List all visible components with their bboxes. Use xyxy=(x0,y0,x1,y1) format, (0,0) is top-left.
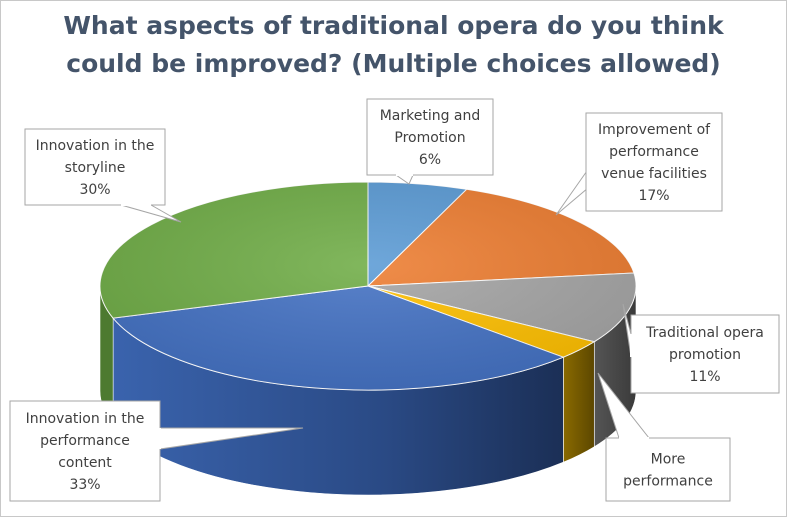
callout-box xyxy=(24,128,166,206)
callout-marketing-and-promotion: Marketing and Promotion 6% xyxy=(366,98,494,185)
callout-pointer xyxy=(120,204,182,223)
chart-title-line-1: What aspects of traditional opera do you… xyxy=(63,11,724,40)
chart-title: What aspects of traditional opera do you… xyxy=(1,7,786,83)
callout-traditional-opera-promotion: Traditional opera promotion 11% xyxy=(622,303,780,394)
callout-category-label: promotion xyxy=(669,347,741,363)
callout-category-label: Marketing and xyxy=(380,108,481,124)
callout-value-label: 33% xyxy=(69,477,100,493)
callout-innovation-in-the-storyline: Innovation in the storyline 30% xyxy=(24,128,182,223)
callout-category-label: performance xyxy=(40,433,130,449)
pie-top xyxy=(99,181,637,391)
pie-side-more-performance xyxy=(563,341,595,463)
chart-title-line-2: could be improved? (Multiple choices all… xyxy=(66,49,721,78)
callout-box xyxy=(366,98,494,176)
callout-value-label: 11% xyxy=(689,369,720,385)
callout-value-label: 17% xyxy=(638,188,669,204)
pie-top-shading xyxy=(100,182,636,390)
callout-category-label: Improvement of xyxy=(598,122,711,138)
callout-improvement-of-performance-venue-facilities: Improvement of performance venue facilitie… xyxy=(555,112,723,216)
callout-innovation-in-the-performance-content: Innovation in the performance content 33% xyxy=(9,400,304,502)
callout-box xyxy=(630,314,780,394)
callout-value-label: 30% xyxy=(79,182,110,198)
callout-value-label: 6% xyxy=(419,152,441,168)
callout-category-label: content xyxy=(58,455,112,471)
callout-box xyxy=(605,437,731,502)
callout-category-label: More xyxy=(651,452,686,468)
callout-category-label: Promotion xyxy=(394,130,465,146)
callout-category-label: Innovation in the xyxy=(26,411,145,427)
callout-box xyxy=(585,112,723,212)
callout-category-label: storyline xyxy=(65,160,126,176)
pie-callouts: Marketing and Promotion 6% Improvement of pe… xyxy=(9,98,780,502)
callout-category-label: venue facilities xyxy=(601,166,707,182)
callout-box xyxy=(9,400,161,502)
callout-category-label: performance xyxy=(609,144,699,160)
callout-category-label: performance xyxy=(623,474,713,490)
callout-more-performance: More performance xyxy=(597,372,731,502)
callout-category-label: Innovation in the xyxy=(36,138,155,154)
callout-category-label: Traditional opera xyxy=(645,325,764,341)
